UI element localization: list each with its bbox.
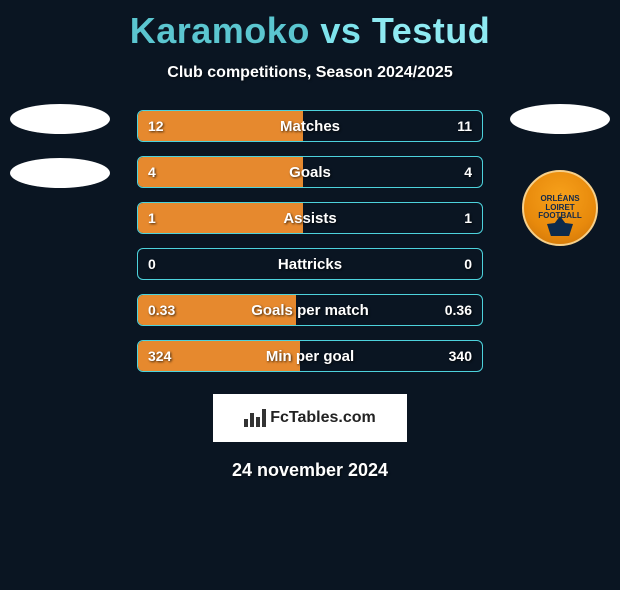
right-team-badges: ORLÉANS LOIRET FOOTBALL xyxy=(510,104,610,246)
player1-name: Karamoko xyxy=(130,10,310,51)
comparison-zone: ORLÉANS LOIRET FOOTBALL 1211Matches 44Goa… xyxy=(0,110,620,372)
left-team-badges xyxy=(10,104,110,212)
brand-box[interactable]: FcTables.com xyxy=(213,394,407,442)
left-badge-2 xyxy=(10,158,110,188)
vs-label: vs xyxy=(320,10,361,51)
right-badge-1 xyxy=(510,104,610,134)
bar-label: Goals xyxy=(138,157,482,187)
stat-bar: 1211Matches xyxy=(137,110,483,142)
brand-chart-icon xyxy=(244,409,266,427)
bar-label: Min per goal xyxy=(138,341,482,371)
snapshot-date: 24 november 2024 xyxy=(0,460,620,481)
comparison-title: Karamoko vs Testud xyxy=(0,10,620,52)
bar-label: Goals per match xyxy=(138,295,482,325)
stat-bar: 324340Min per goal xyxy=(137,340,483,372)
bar-label: Matches xyxy=(138,111,482,141)
stat-bar: 11Assists xyxy=(137,202,483,234)
stat-bars: 1211Matches 44Goals 11Assists 00Hattricks 0.… xyxy=(137,110,483,372)
left-badge-1 xyxy=(10,104,110,134)
crest-text-bot: FOOTBALL xyxy=(538,212,582,221)
player2-name: Testud xyxy=(372,10,490,51)
stat-bar: 44Goals xyxy=(137,156,483,188)
brand-text: FcTables.com xyxy=(270,409,376,427)
stat-bar: 0.330.36Goals per match xyxy=(137,294,483,326)
subtitle: Club competitions, Season 2024/2025 xyxy=(0,64,620,82)
bar-label: Assists xyxy=(138,203,482,233)
bar-label: Hattricks xyxy=(138,249,482,279)
right-club-crest: ORLÉANS LOIRET FOOTBALL xyxy=(522,170,598,246)
stat-bar: 00Hattricks xyxy=(137,248,483,280)
